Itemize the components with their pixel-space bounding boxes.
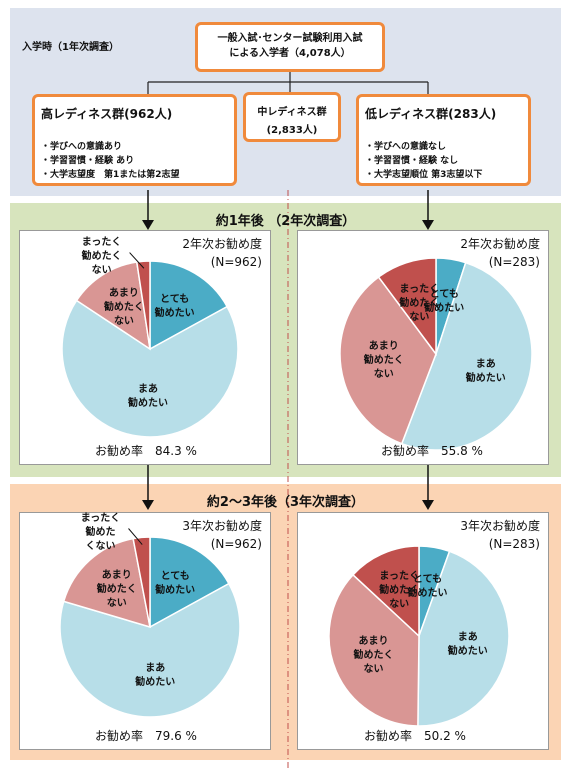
mid-readiness-box: 中レディネス群 (2,833人) bbox=[243, 92, 341, 142]
slice-label-very-recommend: とても 勧めたい bbox=[154, 294, 195, 320]
slice-label-very-recommend: とても 勧めたい bbox=[424, 288, 465, 314]
pie-slice-not-much-recommend bbox=[339, 275, 437, 445]
slice-label-not-much-recommend: あまり 勧めたく ない bbox=[363, 341, 404, 381]
chart-sample-size: (N=283) bbox=[488, 537, 540, 551]
low-readiness-title: 低レディネス群(283人) bbox=[365, 107, 497, 121]
chart-year3-high: 3年次お勧め度 (N=962) とても 勧めたいまあ 勧めたい あまり 勧めたく ない… bbox=[19, 512, 271, 750]
chart-sample-size: (N=962) bbox=[210, 537, 262, 551]
leader-line bbox=[128, 528, 143, 545]
slice-label-not-at-all-recommend: まったく 勧めた くない bbox=[80, 513, 121, 552]
chart-title-text: 2年次お勧め度 bbox=[182, 237, 262, 251]
slice-label-somewhat-recommend: まあ 勧めたい bbox=[447, 631, 488, 657]
pie-slice-not-much-recommend bbox=[328, 573, 420, 727]
pie-svg bbox=[59, 528, 241, 718]
pie-svg bbox=[61, 252, 239, 438]
pie-slice-not-much-recommend bbox=[75, 261, 151, 351]
low-readiness-item-2: ・学習習慣・経験 なし bbox=[365, 156, 459, 166]
recommend-rate: お勧め率 84.3 % bbox=[95, 444, 197, 458]
chart-title-text: 3年次お勧め度 bbox=[460, 519, 540, 533]
chart-title: 2年次お勧め度 (N=962) bbox=[182, 235, 262, 271]
low-readiness-box: 低レディネス群(283人) ・学びへの意識なし ・学習習慣・経験 なし ・大学志… bbox=[356, 94, 531, 186]
high-readiness-item-3: ・大学志望度 第1または第2志望 bbox=[41, 170, 180, 180]
slice-label-not-at-all-recommend: まったく 勧めたく ない bbox=[81, 236, 122, 276]
slice-label-not-at-all-recommend: まったく 勧めたく ない bbox=[379, 570, 420, 610]
chart-year3-low: 3年次お勧め度 (N=283) とても 勧めたいまあ 勧めたい あまり 勧めたく ない… bbox=[297, 512, 549, 750]
pie-slice-very-recommend bbox=[149, 536, 230, 629]
pie-slice-somewhat-recommend bbox=[417, 550, 510, 727]
pie-svg bbox=[339, 257, 533, 451]
slice-label-not-much-recommend: あまり 勧めたく ない bbox=[96, 570, 137, 610]
recommend-rate: お勧め率 79.6 % bbox=[95, 729, 197, 743]
chart-year2-low: 2年次お勧め度 (N=283) とても 勧めたいまあ 勧めたい あまり 勧めたく ない… bbox=[297, 230, 549, 465]
root-box-text: 一般入試･センター試験利用入試 による入学者（4,078人） bbox=[217, 33, 363, 59]
pie-slice-not-at-all-recommend bbox=[377, 257, 437, 357]
year3-section-title: 約2～3年後（3年次調査） bbox=[206, 495, 365, 510]
pie-slice-not-at-all-recommend bbox=[135, 260, 151, 350]
pie-slice-somewhat-recommend bbox=[61, 299, 239, 438]
recommend-rate: お勧め率 55.8 % bbox=[381, 444, 483, 458]
pie-svg bbox=[328, 545, 510, 727]
slice-label-not-at-all-recommend: まったく 勧めたく ない bbox=[399, 283, 440, 323]
slice-label-not-much-recommend: あまり 勧めたく ない bbox=[353, 635, 394, 675]
slice-label-somewhat-recommend: まあ 勧めたい bbox=[135, 663, 176, 689]
pie-slice-very-recommend bbox=[149, 260, 229, 351]
chart-title-text: 3年次お勧め度 bbox=[182, 519, 262, 533]
pie-slice-not-much-recommend bbox=[62, 537, 151, 629]
pie-slice-somewhat-recommend bbox=[59, 582, 241, 718]
slice-label-very-recommend: とても 勧めたい bbox=[155, 571, 196, 597]
root-box: 一般入試･センター試験利用入試 による入学者（4,078人） bbox=[195, 22, 385, 72]
slice-label-very-recommend: とても 勧めたい bbox=[407, 574, 448, 600]
mid-readiness-title: 中レディネス群 bbox=[257, 107, 327, 118]
chart-title: 2年次お勧め度 (N=283) bbox=[460, 235, 540, 271]
mid-readiness-count: (2,833人) bbox=[266, 125, 318, 136]
year2-section-title: 約1年後 （2年次調査） bbox=[215, 214, 356, 229]
chart-title-text: 2年次お勧め度 bbox=[460, 237, 540, 251]
chart-year2-high: 2年次お勧め度 (N=962) とても 勧めたいまあ 勧めたい あまり 勧めたく ない… bbox=[19, 230, 271, 465]
high-readiness-title: 高レディネス群(962人) bbox=[41, 107, 173, 121]
chart-sample-size: (N=962) bbox=[210, 255, 262, 269]
low-readiness-item-3: ・大学志望順位 第3志望以下 bbox=[365, 170, 483, 180]
pie-slice-not-at-all-recommend bbox=[132, 536, 151, 628]
low-readiness-item-1: ・学びへの意識なし bbox=[365, 142, 447, 152]
high-readiness-item-1: ・学びへの意識あり bbox=[41, 142, 123, 152]
pie-slice-somewhat-recommend bbox=[400, 261, 533, 451]
high-readiness-box: 高レディネス群(962人) ・学びへの意識あり ・学習習慣・経験 あり ・大学志… bbox=[32, 94, 237, 186]
pie-slice-not-at-all-recommend bbox=[351, 545, 420, 638]
slice-label-somewhat-recommend: まあ 勧めたい bbox=[465, 358, 506, 384]
entry-label: 入学時（1年次調査） bbox=[22, 42, 119, 53]
slice-label-not-much-recommend: あまり 勧めたく ない bbox=[103, 288, 144, 328]
chart-title: 3年次お勧め度 (N=283) bbox=[460, 517, 540, 553]
recommend-rate: お勧め率 50.2 % bbox=[364, 729, 466, 743]
chart-title: 3年次お勧め度 (N=962) bbox=[182, 517, 262, 553]
slice-label-somewhat-recommend: まあ 勧めたい bbox=[128, 384, 169, 410]
leader-line bbox=[129, 252, 145, 269]
high-readiness-item-2: ・学習習慣・経験 あり bbox=[41, 156, 135, 166]
chart-sample-size: (N=283) bbox=[488, 255, 540, 269]
